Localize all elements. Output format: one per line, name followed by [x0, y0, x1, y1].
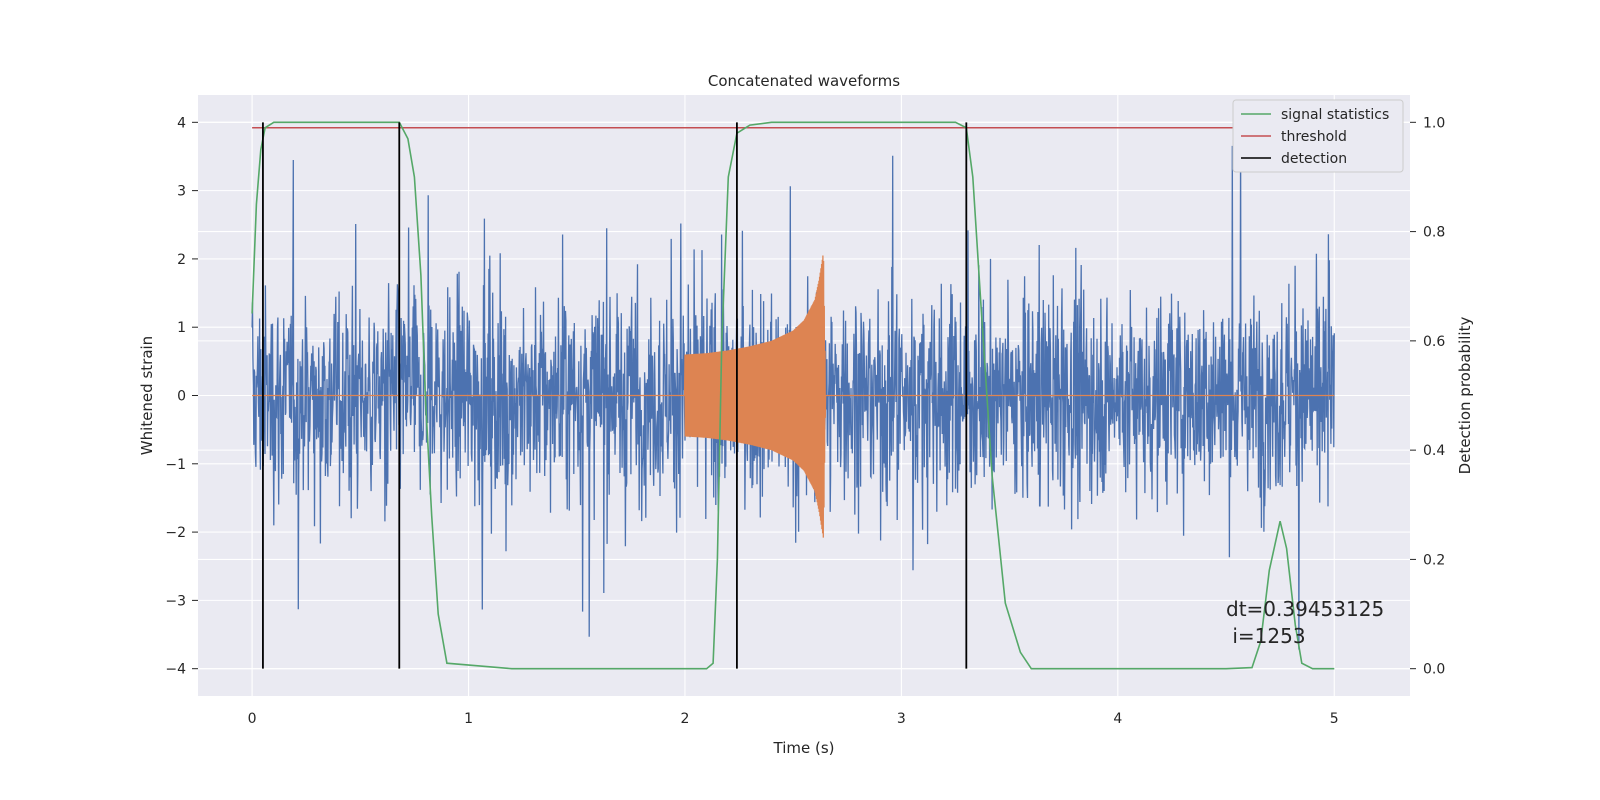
- strain-series-line: [251, 136, 1335, 650]
- data-series: [251, 121, 1335, 670]
- y2-tick-label: 0.2: [1423, 552, 1445, 568]
- chart-title: Concatenated waveforms: [708, 72, 900, 90]
- y2-tick-label: 0.0: [1423, 662, 1445, 678]
- legend-label-threshold: threshold: [1281, 129, 1347, 145]
- legend-label-signal-statistics: signal statistics: [1281, 107, 1389, 123]
- y-tick-label: −3: [165, 593, 186, 609]
- annotation-index: i=1253: [1226, 624, 1306, 648]
- y-tick-label: −4: [165, 662, 186, 678]
- x-axis-label: Time (s): [773, 739, 835, 757]
- injection-series-line: [252, 255, 1335, 538]
- legend: signal statistics threshold detection: [1232, 99, 1404, 173]
- x-tick-label: 0: [248, 711, 257, 727]
- y-tick-label: −2: [165, 525, 186, 541]
- y-tick-label: 0: [177, 389, 186, 405]
- legend-box: [1232, 99, 1404, 173]
- signal-statistics-line: [251, 121, 1335, 670]
- x-tick-label: 2: [681, 711, 690, 727]
- y2-axis-label: Detection probability: [1456, 317, 1474, 475]
- y-tick-label: 2: [177, 252, 186, 268]
- legend-label-detection: detection: [1281, 151, 1347, 167]
- x-tick-label: 3: [897, 711, 906, 727]
- axes: 0 1 2 3 4 5 −4 −3 −2 −1 0 1 2 3 4 0.0 0.2 0.4 0.6 0.8 1.0: [165, 115, 1445, 727]
- y2-tick-label: 0.6: [1423, 334, 1445, 350]
- x-tick-label: 4: [1113, 711, 1122, 727]
- annotation-dt: dt=0.39453125: [1226, 597, 1384, 621]
- y2-tick-label: 1.0: [1423, 115, 1445, 131]
- y2-tick-label: 0.8: [1423, 225, 1445, 241]
- y-tick-label: 3: [177, 184, 186, 200]
- y-axis-label: Whitened strain: [138, 336, 156, 455]
- x-tick-label: 1: [464, 711, 473, 727]
- x-tick-label: 5: [1330, 711, 1339, 727]
- y-tick-label: 4: [177, 115, 186, 131]
- y-tick-label: 1: [177, 320, 186, 336]
- y2-tick-label: 0.4: [1423, 443, 1445, 459]
- y-tick-label: −1: [165, 457, 186, 473]
